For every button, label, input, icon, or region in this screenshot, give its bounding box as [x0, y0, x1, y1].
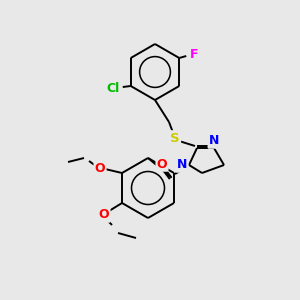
Text: N: N [177, 158, 187, 172]
Text: Cl: Cl [106, 82, 119, 94]
Text: O: O [99, 208, 109, 221]
Text: N: N [209, 134, 219, 148]
Text: O: O [95, 161, 105, 175]
Text: F: F [190, 49, 199, 62]
Text: O: O [157, 158, 167, 170]
Text: S: S [170, 131, 180, 145]
